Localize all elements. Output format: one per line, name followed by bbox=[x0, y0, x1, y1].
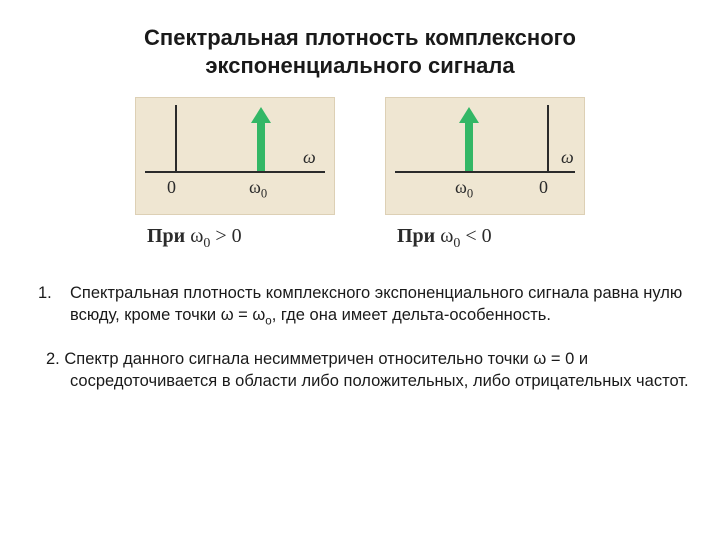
page-title: Спектральная плотность комплексного эксп… bbox=[30, 24, 690, 79]
panel-right: ω 0 ω0 bbox=[385, 97, 585, 215]
list-number-1: 1. bbox=[38, 282, 56, 330]
figure-row: ω 0 ω0 При ω0 > 0 ω 0 ω0 При ω0 < 0 bbox=[30, 97, 690, 252]
delta-arrow-left bbox=[257, 121, 265, 171]
list-item-2: 2. Спектр данного сигнала несимметричен … bbox=[30, 348, 690, 393]
zero-label-left: 0 bbox=[167, 177, 176, 198]
omega-label-right: ω bbox=[561, 147, 574, 168]
omega-label-left: ω bbox=[303, 147, 316, 168]
caption-left: При ω0 > 0 bbox=[135, 225, 335, 252]
figure-left: ω 0 ω0 При ω0 > 0 bbox=[135, 97, 335, 252]
delta-arrowhead-right bbox=[459, 107, 479, 123]
paragraph-2: 2. Спектр данного сигнала несимметричен … bbox=[46, 350, 689, 390]
y-axis-left bbox=[175, 105, 177, 171]
title-line-2: экспоненциального сигнала bbox=[205, 53, 514, 78]
slide: Спектральная плотность комплексного эксп… bbox=[0, 0, 720, 540]
x-axis-right bbox=[395, 171, 575, 173]
zero-label-right: 0 bbox=[539, 177, 548, 198]
panel-left: ω 0 ω0 bbox=[135, 97, 335, 215]
y-axis-right bbox=[547, 105, 549, 171]
list-item-1: 1. Спектральная плотность комплексного э… bbox=[30, 282, 690, 330]
body-text: 1. Спектральная плотность комплексного э… bbox=[30, 282, 690, 393]
paragraph-1: Спектральная плотность комплексного эксп… bbox=[70, 282, 690, 330]
w0-label-right: ω0 bbox=[455, 177, 473, 202]
delta-arrowhead-left bbox=[251, 107, 271, 123]
title-line-1: Спектральная плотность комплексного bbox=[144, 25, 576, 50]
w0-label-left: ω0 bbox=[249, 177, 267, 202]
delta-arrow-right bbox=[465, 121, 473, 171]
figure-right: ω 0 ω0 При ω0 < 0 bbox=[385, 97, 585, 252]
x-axis-left bbox=[145, 171, 325, 173]
caption-right: При ω0 < 0 bbox=[385, 225, 585, 252]
